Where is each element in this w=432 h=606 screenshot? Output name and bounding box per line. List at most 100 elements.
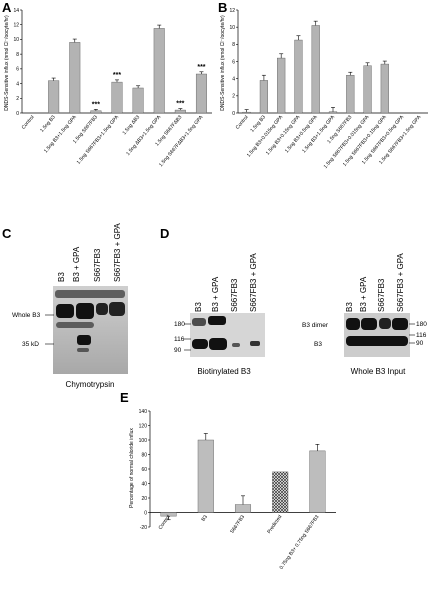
chart-a-ytick-label: 2: [16, 96, 19, 102]
chart-e-ytick-label: 60: [141, 467, 147, 473]
d-left-lane-3: S667FB3: [230, 278, 239, 312]
chart-a-bar: [195, 73, 207, 114]
chart-a-bar: [153, 28, 165, 114]
chart-b-category-label: Control: [235, 114, 250, 130]
c-marker-whole-b3: Whole B3: [12, 312, 41, 319]
d-right-lane-2: B3 + GPA: [359, 276, 368, 312]
chart-b-ytick-label: 0: [232, 111, 235, 117]
chart-a-bar: [111, 81, 123, 114]
chart-e-ylabel: Percentage of normal chloride influx: [129, 428, 135, 508]
panel-c-blot: B3 B3 + GPA S667FB3 S667FB3 + GPA Whole …: [12, 223, 128, 389]
chart-e-ytick-label: 40: [141, 481, 147, 487]
chart-a-annotation: ***: [197, 64, 205, 71]
chart-a-category-label: 1.5ng ΔB3: [122, 114, 142, 136]
chart-e-ytick-label: 140: [139, 409, 148, 415]
panel-letter-a: A: [2, 0, 12, 15]
chart-a-category-label: 1.5ng S667FB3+1.5ng GPA: [76, 114, 121, 166]
panel-letter-c: C: [2, 226, 12, 241]
panel-letter-d: D: [160, 226, 169, 241]
chart-a-ytick-label: 4: [16, 81, 19, 87]
chart-e-category-label: B3: [201, 514, 210, 523]
panel-letter-b: B: [218, 0, 227, 15]
c-lane-3: S667FB3: [93, 248, 102, 282]
chart-e-ytick-label: 20: [141, 496, 147, 502]
chart-a-ytick-label: 6: [16, 67, 19, 73]
chart-e-bar: [197, 439, 214, 513]
chart-b-bar: [259, 80, 268, 114]
c-lane-2: B3 + GPA: [72, 246, 81, 282]
d-right-caption: Whole B3 Input: [351, 367, 406, 376]
d-right-marker-180: 180: [416, 321, 427, 328]
d-right-lane-1: B3: [345, 302, 354, 312]
chart-a-category-label: 1.5ng S667FΔB3+1.5ng GPA: [158, 114, 205, 168]
chart-e-category-label: 0.75ng B3+ 0.75ng S667FB3: [279, 514, 321, 571]
chart-b-ytick-label: 2: [232, 94, 235, 100]
chart-b-bar: [277, 57, 286, 114]
chart-b-bar: [311, 25, 320, 114]
chart-b-ytick-label: 8: [232, 42, 235, 48]
c-lane-4: S667FB3 + GPA: [113, 223, 122, 282]
chart-a: DNDS-Sensitive influx (nmol Cl⁻/oocyte/h…: [4, 8, 212, 168]
chart-b-ytick-label: 6: [232, 59, 235, 65]
chart-a-bar: [90, 110, 102, 114]
chart-e-ytick-label: 120: [139, 423, 148, 429]
chart-a-bar: [174, 109, 186, 114]
chart-b-bar: [294, 39, 303, 114]
c-membrane: [53, 286, 128, 374]
d-right-label-b3: B3: [314, 341, 322, 348]
chart-a-ytick-label: 14: [13, 8, 19, 14]
chart-e-ytick-label: 0: [144, 510, 147, 516]
c-caption: Chymotrypsin: [66, 380, 115, 389]
chart-e-category-label: S667FB3: [229, 514, 246, 535]
d-right-marker-90: 90: [416, 340, 424, 347]
chart-b-ytick-label: 4: [232, 76, 235, 82]
d-left-caption: Biotinylated B3: [197, 367, 251, 376]
chart-a-annotation: ***: [92, 101, 100, 108]
chart-e-bar: [272, 471, 289, 513]
chart-b-bar: [380, 63, 389, 114]
chart-b-bar: [346, 75, 355, 114]
chart-a-category-label: Control: [21, 114, 36, 130]
chart-e-ytick-label: 80: [141, 452, 147, 458]
chart-a-annotation: ***: [176, 101, 184, 108]
chart-b-bar: [328, 111, 338, 114]
d-right-lane-4: S667FB3 + GPA: [396, 253, 405, 312]
d-left-lane-4: S667FB3 + GPA: [249, 253, 258, 312]
chart-b-ytick-label: 10: [229, 25, 235, 31]
chart-e-bar: [234, 504, 252, 513]
chart-a-ylabel: DNDS-Sensitive influx (nmol Cl⁻/oocyte/h…: [4, 15, 10, 111]
chart-b-ylabel: DNDS-Sensitive influx (nmol Cl⁻/oocyte/h…: [220, 15, 226, 111]
d-right-lane-3: S667FB3: [377, 278, 386, 312]
d-left-marker-180: 180: [174, 321, 185, 328]
chart-b-category-label: 1.5ng B3: [249, 114, 267, 133]
chart-e-ytick-label: 100: [139, 438, 148, 444]
chart-a-bar: [69, 42, 81, 114]
chart-a-bar: [48, 80, 60, 114]
chart-a-category-label: 1.5ng B3: [39, 114, 57, 133]
chart-e-ytick-label: -20: [140, 525, 147, 531]
chart-e-bar: [309, 450, 326, 513]
chart-a-annotation: ***: [113, 72, 121, 79]
chart-a-ytick-label: 10: [13, 37, 19, 43]
chart-b-bar: [242, 111, 251, 114]
d-right-marker-116: 116: [416, 332, 427, 339]
chart-b: DNDS-Sensitive influx (nmol Cl⁻/oocyte/h…: [220, 8, 428, 170]
d-right-label-dimer: B3 dimer: [302, 322, 329, 329]
d-left-lane-1: B3: [194, 302, 203, 312]
d-left-marker-116: 116: [174, 336, 185, 343]
chart-e-category-label: Control: [158, 514, 172, 531]
chart-e-category-label: Predicted: [266, 514, 283, 535]
panel-d-right-blot: B3 B3 + GPA S667FB3 S667FB3 + GPA B3 dim…: [302, 253, 427, 376]
c-lane-1: B3: [57, 272, 66, 282]
chart-b-bar: [363, 65, 372, 114]
panel-letter-e: E: [120, 390, 129, 405]
panel-d-left-blot: B3 B3 + GPA S667FB3 S667FB3 + GPA 180 11…: [174, 253, 265, 376]
d-left-marker-90: 90: [174, 347, 182, 354]
chart-a-ytick-label: 12: [13, 23, 19, 29]
chart-a-bar: [132, 87, 144, 114]
d-left-lane-2: B3 + GPA: [211, 276, 220, 312]
chart-a-ytick-label: 8: [16, 52, 19, 58]
chart-e: Percentage of normal chloride influx -20…: [129, 409, 336, 571]
chart-b-ytick-label: 12: [229, 8, 235, 14]
